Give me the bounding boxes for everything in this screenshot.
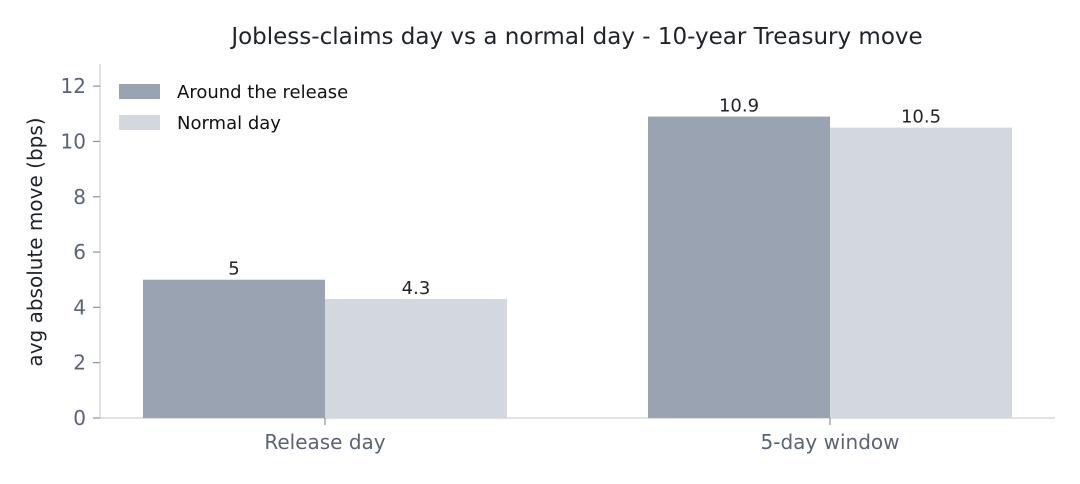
data-label: 10.5 (901, 107, 941, 128)
bars (143, 116, 1012, 418)
legend-label: Around the release (177, 82, 348, 103)
data-label: 4.3 (402, 278, 431, 299)
bar (325, 299, 507, 418)
bar (830, 127, 1012, 418)
legend-label: Normal day (177, 113, 281, 134)
y-tick-label: 4 (73, 295, 86, 319)
y-tick-label: 0 (73, 406, 86, 430)
y-tick-label: 2 (73, 351, 86, 375)
data-label: 10.9 (719, 96, 759, 117)
x-tick-label: 5-day window (761, 430, 900, 454)
x-axis: Release day 5-day window (100, 417, 1055, 454)
legend-swatch (119, 115, 160, 130)
chart-title: Jobless-claims day vs a normal day - 10-… (229, 24, 922, 50)
y-tick-label: 10 (61, 129, 86, 153)
data-label: 5 (228, 259, 239, 280)
y-tick-label: 6 (73, 240, 86, 264)
y-tick-label: 12 (61, 74, 86, 98)
y-axis: 0 2 4 6 8 10 12 (61, 64, 101, 430)
bar (648, 116, 830, 418)
y-tick-label: 8 (73, 185, 86, 209)
legend: Around the release Normal day (119, 82, 348, 134)
x-tick-label: Release day (264, 430, 385, 454)
bar (143, 279, 325, 418)
data-labels: 5 10.9 4.3 10.5 (228, 96, 941, 300)
y-axis-label: avg absolute move (bps) (23, 117, 47, 366)
legend-swatch (119, 84, 160, 99)
